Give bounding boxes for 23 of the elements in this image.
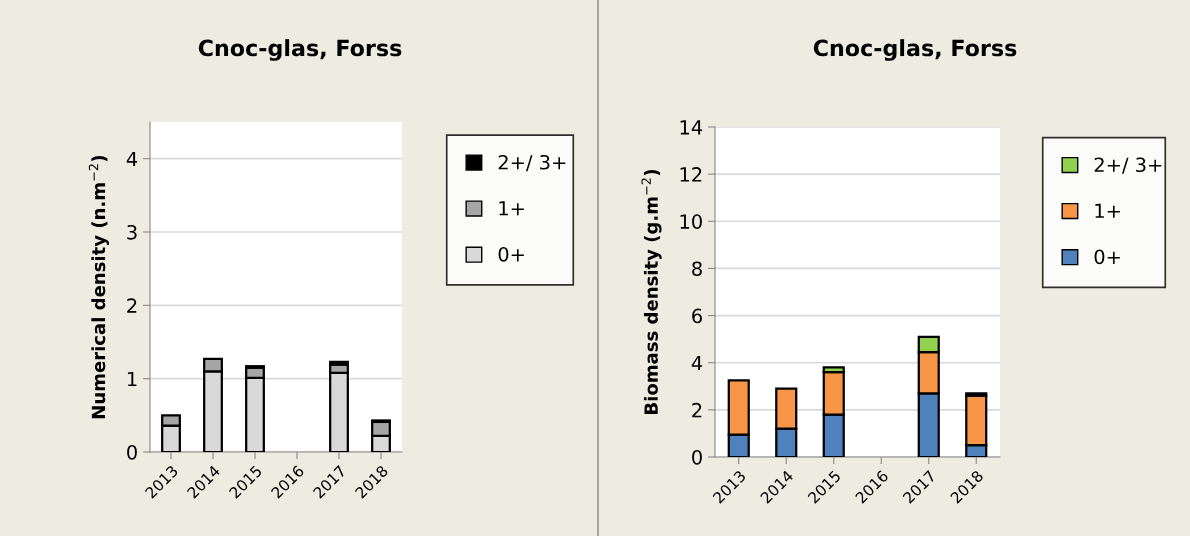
legend-label: 0+ [1094,249,1120,265]
y-axis-title: Biomass density (g.m$^{−2}$) [641,169,662,414]
y-tick-label: 3 [127,224,137,240]
y-tick-label: 4 [126,151,138,167]
legend-label: 0+ [498,246,524,262]
y-tick-label: 8 [692,261,702,277]
y-tick-label: 1 [127,371,137,387]
legend-label: 2+/ 3+ [498,154,566,172]
y-tick-label: 4 [691,355,703,371]
legend-label: 1+ [499,201,524,216]
y-tick-label: 10 [680,214,702,229]
y-tick-label: 6 [692,308,702,324]
legend-label: 2+/ 3+ [1094,157,1162,174]
y-tick-label: 0 [692,449,702,465]
chart-title: Cnoc-glas, Forss [813,39,1017,61]
y-axis-title: Numerical density (n.m$^{−2}$) [88,155,109,419]
y-tick-label: 2 [692,402,702,418]
y-tick-label: 12 [680,167,702,182]
y-tick-label: 0 [127,444,137,460]
legend-label: 1+ [1095,203,1120,218]
y-tick-label: 14 [680,120,703,135]
y-tick-label: 2 [127,298,137,313]
chart-title: Cnoc-glas, Forss [198,39,402,61]
